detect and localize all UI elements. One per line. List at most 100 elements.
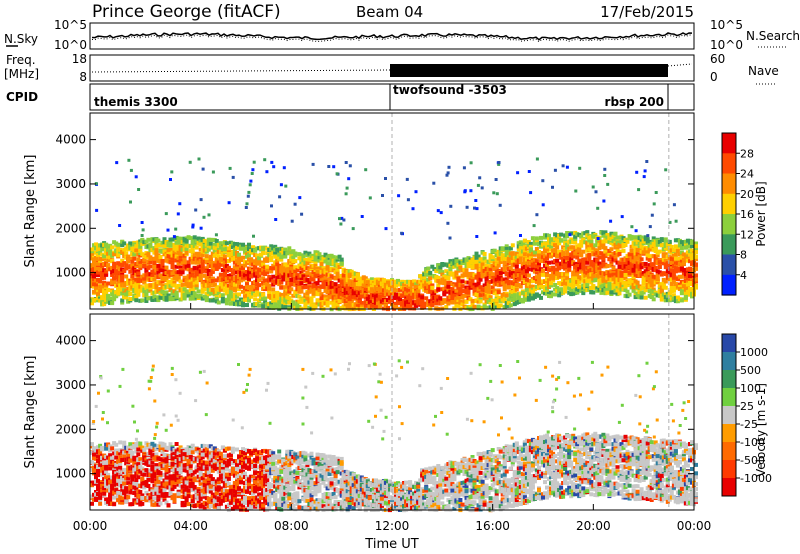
data-cell [434, 301, 439, 306]
nave-block [390, 64, 668, 77]
data-cell [178, 279, 183, 284]
data-cell [142, 240, 147, 245]
data-cell [126, 257, 131, 262]
data-cell [394, 296, 398, 301]
data-cell [522, 252, 527, 257]
data-cell [168, 240, 173, 244]
data-cell [112, 261, 117, 266]
data-cell [94, 268, 98, 273]
data-cell [130, 274, 135, 278]
data-cell [180, 270, 185, 275]
data-cell [537, 253, 541, 258]
data-cell [228, 268, 233, 272]
data-cell [518, 255, 523, 260]
data-cell [534, 247, 539, 251]
data-cell [577, 280, 582, 285]
data-cell [172, 283, 177, 288]
data-cell [293, 291, 298, 296]
data-cell [255, 286, 260, 291]
data-cell [458, 265, 463, 270]
data-cell [476, 287, 481, 292]
station-title: Prince George (fitACF) [92, 2, 281, 22]
data-cell [222, 254, 227, 259]
data-cell [142, 253, 147, 258]
data-cell [267, 286, 272, 291]
data-cell [198, 273, 203, 278]
data-cell [232, 247, 237, 252]
data-cell [383, 284, 388, 289]
data-cell [186, 274, 191, 279]
data-cell [116, 253, 121, 257]
data-cell [534, 275, 539, 280]
data-cell [293, 251, 298, 256]
data-cell [484, 276, 489, 281]
data-cell [190, 241, 195, 245]
data-cell [577, 248, 582, 253]
data-cell [472, 304, 477, 309]
data-cell [172, 289, 177, 294]
data-cell [359, 301, 364, 305]
data-cell [460, 279, 465, 284]
data-cell [241, 242, 245, 247]
data-cell [353, 291, 358, 296]
data-cell [647, 254, 652, 259]
data-cell [474, 283, 479, 288]
data-cell [353, 285, 358, 290]
data-cell [313, 260, 318, 264]
data-cell [597, 255, 602, 260]
data-cell [386, 306, 390, 310]
data-cell [518, 259, 523, 264]
data-cell [663, 237, 668, 242]
data-cell [359, 304, 364, 309]
data-cell [510, 251, 515, 256]
data-cell [325, 261, 330, 266]
data-cell [283, 247, 288, 252]
data-cell [325, 298, 330, 303]
data-cell [287, 296, 292, 301]
data-cell [184, 239, 189, 244]
data-cell [241, 255, 245, 260]
data-cell [484, 263, 489, 268]
data-cell [291, 255, 296, 260]
data-cell [279, 292, 284, 297]
data-cell [265, 258, 270, 263]
data-cell [436, 287, 441, 292]
date-label: 17/Feb/2015 [600, 3, 694, 21]
data-cell [335, 276, 340, 280]
data-cell [534, 270, 539, 275]
data-cell [96, 289, 100, 294]
data-cell [444, 284, 449, 289]
data-cell [275, 295, 280, 299]
data-cell [124, 262, 129, 267]
data-cell [128, 244, 133, 249]
data-cell [110, 301, 115, 306]
data-cell [239, 263, 243, 268]
data-cell [98, 267, 103, 272]
data-cell [235, 263, 239, 268]
data-cell [510, 268, 515, 273]
data-cell [347, 279, 352, 284]
data-cell [110, 245, 115, 250]
data-cell [92, 274, 96, 279]
data-cell [450, 286, 455, 291]
data-cell [247, 286, 251, 290]
data-cell [263, 285, 268, 290]
data-cell [539, 235, 543, 240]
data-cell [490, 272, 495, 277]
data-cell [438, 265, 443, 270]
data-cell [307, 306, 312, 311]
data-cell [337, 289, 342, 294]
data-cell [196, 289, 201, 294]
data-cell [92, 289, 96, 294]
data-cell [168, 280, 173, 285]
data-cell [218, 262, 223, 267]
freq-line-left [91, 69, 391, 73]
freq-line-right [667, 63, 693, 67]
data-cell [170, 257, 175, 262]
data-cell [484, 305, 489, 310]
data-cell [303, 285, 308, 290]
data-cell [579, 243, 584, 248]
data-cell [518, 298, 523, 303]
data-cell [571, 284, 576, 289]
data-cell [488, 288, 493, 293]
